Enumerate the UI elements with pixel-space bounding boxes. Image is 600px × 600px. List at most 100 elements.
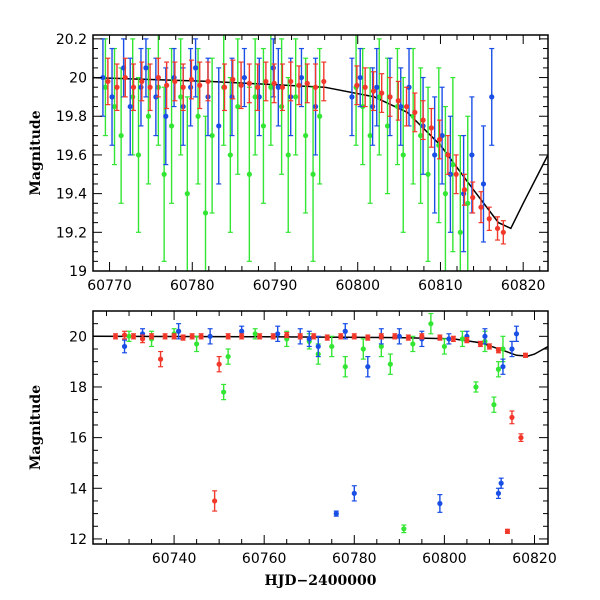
data-point <box>500 220 506 245</box>
marker <box>188 84 194 90</box>
x-tick-label: 60810 <box>418 278 463 294</box>
marker <box>480 181 487 187</box>
data-point <box>225 348 231 365</box>
y-axis-title: Magnitude <box>28 110 44 195</box>
data-point <box>188 59 195 100</box>
data-point <box>172 61 178 102</box>
marker <box>401 526 407 532</box>
marker <box>354 82 360 88</box>
marker <box>464 337 470 343</box>
marker <box>365 364 371 370</box>
marker <box>212 498 218 504</box>
data-point <box>518 433 524 443</box>
marker <box>384 123 391 129</box>
y-tick-label: 18 <box>69 380 87 396</box>
data-point <box>197 61 203 110</box>
data-point <box>500 335 506 363</box>
data-point <box>360 338 366 360</box>
marker <box>297 333 303 339</box>
marker <box>221 84 228 90</box>
marker <box>109 94 115 100</box>
marker <box>398 103 404 110</box>
data-point <box>112 333 119 340</box>
data-point <box>486 206 492 231</box>
data-point <box>324 334 330 341</box>
marker <box>246 171 252 177</box>
marker <box>205 78 211 85</box>
marker <box>306 336 312 342</box>
data-point <box>509 340 515 358</box>
marker <box>349 94 355 100</box>
data-point <box>495 487 502 500</box>
marker <box>147 84 153 90</box>
data-point <box>268 35 274 146</box>
data-point <box>246 86 252 262</box>
data-point <box>395 80 401 121</box>
marker <box>164 82 170 88</box>
data-point <box>239 333 245 340</box>
marker <box>412 109 418 115</box>
marker <box>111 103 118 110</box>
x-tick-label: 60800 <box>335 278 380 294</box>
marker <box>370 103 376 110</box>
data-point <box>285 76 291 233</box>
marker <box>457 229 463 235</box>
data-point <box>260 47 267 204</box>
marker <box>235 103 241 110</box>
marker <box>357 74 363 81</box>
data-point <box>184 96 190 271</box>
marker <box>293 94 299 100</box>
data-point <box>437 334 443 341</box>
marker <box>518 435 524 441</box>
data-point <box>109 47 115 146</box>
marker <box>432 152 438 158</box>
data-point <box>235 38 241 175</box>
data-point <box>139 61 145 102</box>
marker <box>387 361 393 367</box>
data-point <box>221 63 228 112</box>
marker <box>239 333 245 339</box>
marker <box>420 117 426 123</box>
marker <box>410 341 416 347</box>
marker <box>418 132 424 139</box>
marker <box>362 84 368 90</box>
data-point <box>100 38 106 117</box>
data-point <box>105 57 111 106</box>
data-point <box>482 328 488 345</box>
marker <box>239 328 245 334</box>
marker <box>428 125 434 131</box>
y-tick-label: 16 <box>69 431 87 447</box>
data-point <box>401 524 407 534</box>
x-tick-label: 60760 <box>242 551 287 567</box>
data-point <box>180 334 186 341</box>
marker <box>197 82 203 88</box>
marker <box>365 334 371 341</box>
y-tick-label: 20.2 <box>56 32 87 48</box>
marker <box>188 76 195 83</box>
marker <box>163 113 169 119</box>
marker <box>195 113 201 119</box>
marker <box>288 78 294 85</box>
marker <box>396 333 402 339</box>
data-point <box>230 59 236 100</box>
marker <box>192 65 199 71</box>
data-point <box>489 47 495 146</box>
marker <box>102 84 109 90</box>
data-point <box>357 47 363 108</box>
marker <box>338 333 344 339</box>
marker <box>118 132 124 139</box>
marker <box>225 333 231 339</box>
data-point <box>469 96 475 214</box>
data-point <box>477 340 484 348</box>
data-point <box>410 47 416 185</box>
marker <box>139 78 145 85</box>
marker <box>513 331 520 337</box>
data-point <box>178 38 184 156</box>
data-point <box>351 333 357 340</box>
x-tick-label: 60800 <box>422 551 467 567</box>
marker <box>315 343 321 350</box>
marker <box>470 194 476 201</box>
data-point <box>378 333 384 340</box>
marker <box>271 80 277 86</box>
y-tick-label: 19.2 <box>56 225 87 241</box>
